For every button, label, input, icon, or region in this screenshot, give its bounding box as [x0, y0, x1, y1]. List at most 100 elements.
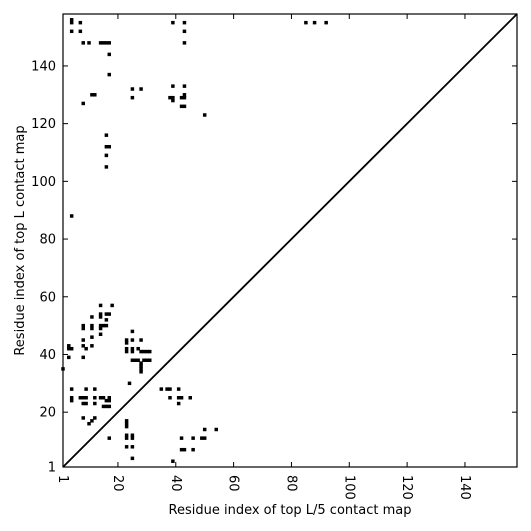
- contact-point: [84, 396, 88, 400]
- contact-point: [107, 396, 112, 400]
- contact-point: [139, 349, 143, 354]
- contact-point: [81, 338, 85, 342]
- contact-point: [110, 303, 114, 308]
- contact-point: [84, 401, 88, 406]
- contact-point: [168, 396, 172, 400]
- contact-point: [176, 401, 181, 406]
- contact-point: [107, 312, 112, 316]
- contact-point: [90, 323, 94, 328]
- contact-point: [104, 144, 109, 149]
- contact-point: [130, 349, 135, 354]
- x-tick-label: 20: [110, 475, 125, 492]
- contact-point: [107, 52, 112, 57]
- contact-point: [104, 165, 109, 169]
- x-tick-label: 40: [168, 475, 183, 492]
- contact-point: [182, 447, 187, 452]
- contact-point: [214, 427, 219, 432]
- contact-point: [98, 326, 103, 331]
- y-tick-label: 80: [39, 233, 56, 248]
- contact-point: [107, 436, 112, 440]
- contact-point: [124, 341, 129, 345]
- contact-point: [139, 364, 143, 368]
- contact-point: [69, 214, 74, 218]
- diagonal-line: [62, 13, 518, 468]
- contact-point: [133, 358, 138, 362]
- contact-point: [130, 329, 135, 334]
- contact-point: [145, 358, 149, 362]
- y-axis-label: Residue index of top L contact map: [13, 125, 28, 355]
- contact-point: [98, 303, 103, 308]
- contact-point: [130, 87, 135, 91]
- x-tick-label: 120: [399, 475, 414, 500]
- x-tick-label: 60: [226, 475, 241, 492]
- contact-point: [107, 404, 112, 409]
- contact-point: [139, 87, 143, 91]
- contact-point: [90, 315, 94, 319]
- contact-point: [182, 93, 187, 97]
- x-tick-label: 80: [283, 475, 298, 492]
- contact-point: [171, 98, 175, 103]
- contact-point: [81, 41, 85, 45]
- contact-point: [78, 396, 83, 400]
- contact-point: [124, 424, 129, 429]
- contact-point: [130, 346, 135, 351]
- contact-point: [87, 421, 91, 426]
- contact-point: [90, 335, 94, 339]
- contact-point: [171, 95, 175, 100]
- contact-point: [179, 95, 184, 100]
- contact-point: [104, 323, 109, 328]
- contact-point: [78, 29, 83, 34]
- contact-point: [104, 318, 109, 322]
- contact-point: [93, 396, 97, 400]
- x-tick-label: 1: [55, 475, 70, 483]
- contact-point: [93, 401, 97, 406]
- contact-point: [130, 456, 135, 461]
- contact-point: [98, 312, 103, 316]
- contact-point: [188, 396, 192, 400]
- plot-frame: [62, 13, 518, 468]
- contact-point: [81, 101, 85, 106]
- contact-point: [67, 355, 71, 360]
- contact-point: [202, 436, 207, 440]
- y-tick-label: 1: [48, 461, 56, 476]
- contact-point: [130, 338, 135, 342]
- contact-point: [200, 436, 204, 440]
- contact-point: [81, 401, 85, 406]
- contact-point: [130, 436, 135, 440]
- contact-point: [139, 370, 143, 374]
- x-tick-label: 100: [341, 475, 356, 500]
- contact-point: [130, 433, 135, 438]
- contact-point: [312, 20, 317, 25]
- contact-point: [142, 349, 146, 354]
- contact-point: [176, 387, 181, 391]
- contact-point: [165, 387, 169, 391]
- contact-point: [90, 326, 94, 331]
- contact-point: [69, 396, 74, 400]
- contact-point: [136, 358, 140, 362]
- contact-point: [98, 315, 103, 319]
- contact-point: [124, 445, 129, 449]
- contact-point: [98, 332, 103, 337]
- contact-point: [81, 355, 85, 360]
- x-axis-label: Residue index of top L/5 contact map: [169, 503, 412, 518]
- contact-point: [81, 344, 85, 348]
- contact-point: [168, 387, 172, 391]
- contact-point: [130, 95, 135, 100]
- contact-point: [148, 358, 152, 362]
- contact-point: [69, 20, 74, 25]
- contact-point: [69, 387, 74, 391]
- contact-point: [127, 381, 132, 386]
- y-tick-label: 60: [39, 290, 56, 305]
- contact-point: [104, 404, 109, 409]
- contact-point: [179, 104, 184, 109]
- contact-point: [93, 93, 97, 97]
- contact-point: [69, 398, 74, 403]
- contact-point: [139, 338, 143, 342]
- contact-point: [84, 387, 88, 391]
- contact-point: [87, 41, 91, 45]
- contact-point: [78, 20, 83, 25]
- contact-point: [84, 346, 88, 351]
- contact-point: [124, 433, 129, 438]
- y-tick-label: 120: [31, 117, 56, 132]
- contact-point: [202, 113, 207, 117]
